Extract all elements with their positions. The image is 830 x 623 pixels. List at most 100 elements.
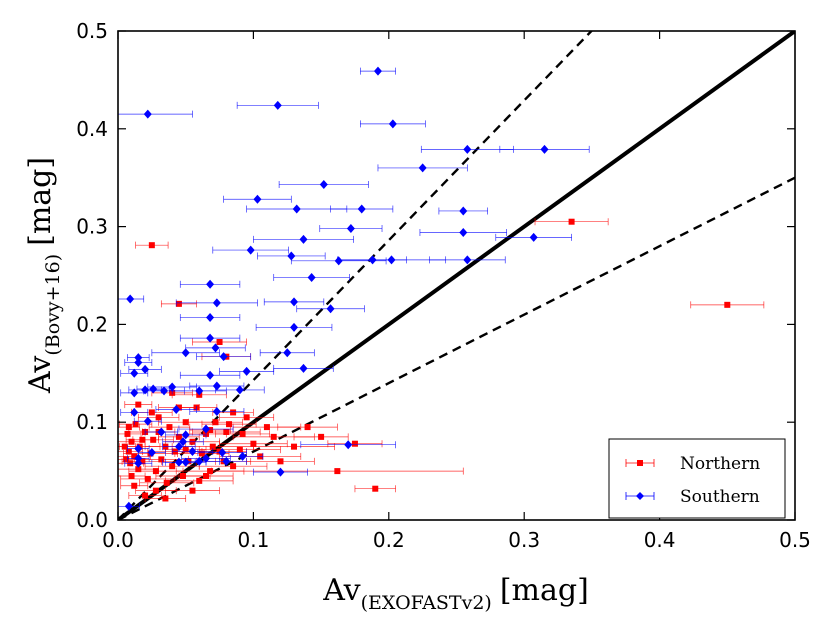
data-point bbox=[195, 386, 204, 396]
data-point bbox=[188, 447, 197, 457]
data-point bbox=[158, 456, 165, 463]
data-point bbox=[299, 363, 308, 373]
reference-lines bbox=[118, 31, 795, 520]
legend-southern-label: Southern bbox=[680, 487, 760, 507]
data-point bbox=[283, 348, 292, 358]
x-tick-label: 0.4 bbox=[644, 528, 676, 552]
data-point bbox=[206, 370, 215, 380]
data-point bbox=[175, 300, 182, 307]
data-point bbox=[463, 255, 472, 265]
data-point bbox=[125, 448, 132, 455]
data-point bbox=[334, 468, 341, 475]
data-point bbox=[152, 468, 159, 475]
data-point bbox=[134, 353, 143, 363]
x-axis-label: Av(EXOFASTv2) [mag] bbox=[322, 573, 589, 614]
data-point bbox=[128, 472, 135, 479]
x-axis-label-unit: [mag] bbox=[500, 573, 589, 608]
data-point bbox=[123, 456, 130, 463]
data-point bbox=[290, 322, 299, 332]
data-point bbox=[203, 472, 210, 479]
data-point bbox=[724, 301, 731, 308]
data-point bbox=[132, 421, 139, 428]
x-tick-label: 0.0 bbox=[102, 528, 134, 552]
data-point bbox=[230, 409, 237, 416]
data-point bbox=[212, 298, 221, 308]
data-point bbox=[175, 433, 182, 440]
y-axis-label-main: Av bbox=[23, 356, 58, 394]
data-point bbox=[174, 442, 183, 452]
data-point bbox=[178, 437, 187, 447]
data-point bbox=[206, 313, 215, 323]
data-point bbox=[334, 256, 343, 266]
data-point bbox=[459, 206, 468, 216]
data-point bbox=[263, 424, 270, 431]
data-point bbox=[181, 430, 190, 440]
y-tick-label: 0.0 bbox=[76, 508, 108, 532]
data-point bbox=[459, 227, 468, 237]
data-point bbox=[207, 427, 214, 434]
data-point bbox=[218, 448, 227, 458]
data-point bbox=[568, 218, 575, 225]
data-point bbox=[152, 487, 159, 494]
y-axis-label-subscript: (Bovy+16) bbox=[42, 254, 64, 356]
data-point bbox=[236, 446, 243, 453]
data-point bbox=[253, 194, 262, 204]
data-point bbox=[195, 456, 204, 466]
data-point bbox=[130, 407, 139, 417]
data-point bbox=[243, 414, 250, 421]
data-point bbox=[222, 456, 231, 466]
y-tick-label: 0.2 bbox=[76, 312, 108, 336]
y-tick-label: 0.3 bbox=[76, 215, 108, 239]
data-point bbox=[135, 466, 142, 473]
data-point bbox=[344, 440, 353, 450]
data-point bbox=[209, 443, 216, 450]
data-point bbox=[131, 453, 138, 460]
legend-item-southern: Southern bbox=[625, 487, 760, 507]
legend-northern-label: Northern bbox=[680, 454, 760, 474]
data-point bbox=[148, 242, 155, 249]
data-point bbox=[211, 343, 220, 353]
data-point bbox=[357, 204, 366, 214]
data-point bbox=[166, 424, 173, 431]
data-point bbox=[124, 501, 133, 511]
data-point bbox=[463, 144, 472, 154]
plot-frame bbox=[117, 30, 796, 521]
data-point bbox=[273, 100, 282, 110]
data-point bbox=[196, 477, 203, 484]
data-point bbox=[121, 443, 128, 450]
x-axis-label-subscript: (EXOFASTv2) bbox=[361, 592, 492, 614]
data-point bbox=[212, 419, 219, 426]
reference-line-one-to-one bbox=[118, 31, 795, 520]
data-point bbox=[141, 364, 150, 374]
data-point bbox=[299, 234, 308, 244]
data-point bbox=[373, 66, 382, 76]
x-axis-label-main: Av bbox=[322, 573, 360, 608]
data-point bbox=[130, 368, 139, 378]
data-point bbox=[368, 255, 377, 265]
data-point bbox=[212, 381, 221, 391]
data-point bbox=[182, 446, 189, 453]
data-point bbox=[238, 451, 247, 461]
data-point bbox=[169, 463, 176, 470]
data-point bbox=[202, 424, 211, 434]
x-tick-label: 0.3 bbox=[508, 528, 540, 552]
data-point bbox=[181, 348, 190, 358]
data-point bbox=[139, 436, 146, 443]
legend-northern-marker bbox=[637, 460, 643, 466]
data-point bbox=[172, 404, 181, 414]
data-point bbox=[143, 416, 152, 426]
data-series bbox=[118, 66, 765, 511]
data-point bbox=[326, 304, 335, 314]
data-point bbox=[126, 294, 135, 304]
data-point bbox=[163, 479, 170, 486]
data-point bbox=[143, 109, 152, 119]
data-point bbox=[346, 224, 355, 234]
data-point bbox=[182, 419, 189, 426]
data-point bbox=[242, 366, 251, 376]
data-point bbox=[168, 382, 177, 392]
data-point bbox=[540, 144, 549, 154]
legend: Northern Southern bbox=[608, 438, 786, 519]
data-point bbox=[529, 232, 538, 242]
data-point bbox=[418, 163, 427, 173]
data-point bbox=[277, 458, 284, 465]
